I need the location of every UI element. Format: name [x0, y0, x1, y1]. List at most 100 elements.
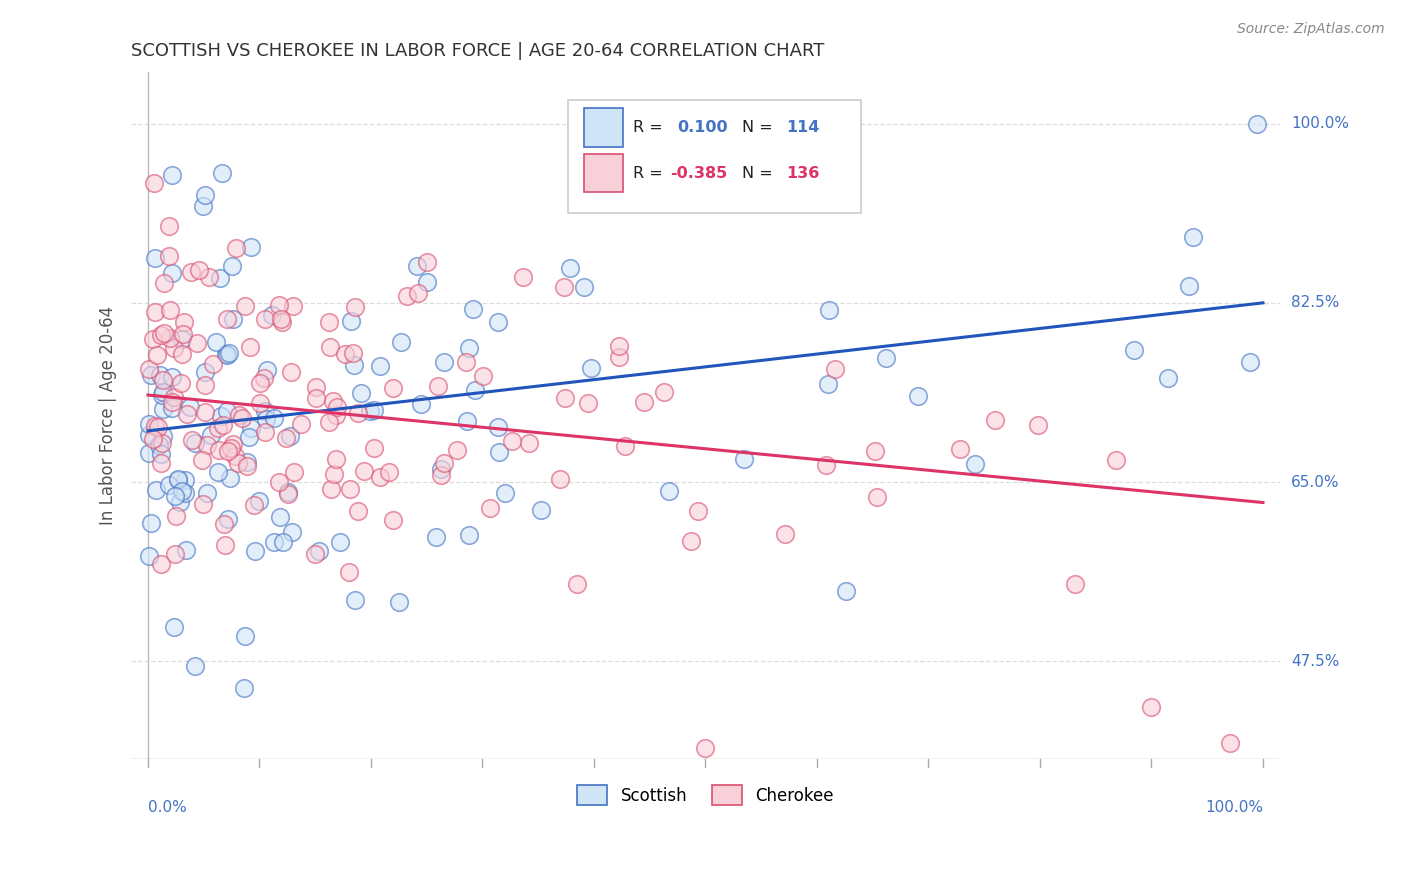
Point — [214, 538, 236, 552]
Point — [433, 456, 456, 470]
Point — [486, 315, 509, 329]
Point — [172, 484, 194, 499]
Point — [141, 516, 163, 530]
Point — [226, 456, 249, 470]
Point — [329, 535, 352, 549]
Point — [347, 504, 370, 518]
Point — [194, 377, 217, 392]
Point — [238, 430, 260, 444]
Point — [529, 503, 551, 517]
Point — [339, 565, 361, 579]
Point — [963, 457, 986, 471]
Point — [318, 415, 340, 429]
Point — [389, 335, 412, 350]
Point — [215, 348, 238, 362]
Text: 0.100: 0.100 — [676, 120, 727, 135]
Point — [425, 530, 447, 544]
Point — [406, 286, 429, 301]
Point — [308, 544, 330, 558]
Point — [553, 280, 575, 294]
Point — [339, 482, 361, 496]
Point — [180, 265, 202, 279]
Point — [1026, 417, 1049, 432]
Point — [863, 444, 886, 458]
Point — [695, 741, 717, 756]
Point — [148, 438, 170, 452]
Point — [342, 345, 364, 359]
Point — [305, 391, 328, 405]
Point — [173, 316, 195, 330]
Point — [152, 326, 174, 341]
Point — [1104, 453, 1126, 467]
Point — [163, 489, 186, 503]
Point — [169, 495, 191, 509]
Point — [150, 327, 173, 342]
Point — [368, 359, 391, 374]
Point — [1218, 736, 1240, 750]
Point — [344, 592, 367, 607]
Text: 47.5%: 47.5% — [1291, 654, 1339, 669]
Point — [215, 404, 238, 418]
Point — [188, 263, 211, 277]
Point — [174, 486, 197, 500]
Point — [488, 445, 510, 459]
Point — [150, 447, 173, 461]
Point — [681, 534, 703, 549]
Point — [461, 301, 484, 316]
FancyBboxPatch shape — [583, 108, 623, 146]
Point — [652, 385, 675, 400]
Point — [138, 428, 160, 442]
Point — [290, 417, 312, 431]
Point — [554, 391, 576, 405]
Point — [207, 421, 229, 435]
Point — [186, 336, 208, 351]
Point — [607, 350, 630, 364]
Point — [174, 473, 197, 487]
Point — [225, 241, 247, 255]
Point — [200, 427, 222, 442]
Point — [211, 417, 233, 432]
Point — [281, 299, 304, 313]
Point — [160, 370, 183, 384]
Point — [427, 379, 450, 393]
Point — [1140, 700, 1163, 714]
Point — [269, 509, 291, 524]
Point — [818, 303, 841, 318]
Point — [179, 400, 201, 414]
Point — [907, 389, 929, 403]
Point — [208, 442, 231, 457]
Point — [160, 395, 183, 409]
Point — [184, 659, 207, 673]
Point — [236, 458, 259, 473]
Point — [326, 400, 349, 414]
Point — [138, 446, 160, 460]
Point — [433, 355, 456, 369]
Point — [464, 383, 486, 397]
Point — [579, 360, 602, 375]
Point — [195, 438, 218, 452]
Point — [875, 351, 897, 365]
Point — [359, 404, 381, 418]
Point — [457, 528, 479, 542]
Point — [209, 409, 232, 423]
Point — [150, 456, 173, 470]
Point — [256, 363, 278, 377]
Point — [1157, 371, 1180, 385]
Point — [217, 512, 239, 526]
Point — [224, 449, 246, 463]
Point — [416, 276, 439, 290]
Point — [733, 452, 755, 467]
Point — [221, 312, 243, 326]
Point — [381, 381, 404, 395]
Point — [263, 534, 285, 549]
Point — [165, 508, 187, 523]
Point — [253, 371, 276, 385]
Point — [197, 270, 219, 285]
Point — [221, 260, 243, 274]
Point — [160, 401, 183, 416]
Point — [430, 467, 453, 482]
Point — [143, 418, 166, 433]
Text: R =: R = — [633, 166, 668, 181]
Point — [1177, 278, 1199, 293]
Point — [346, 405, 368, 419]
